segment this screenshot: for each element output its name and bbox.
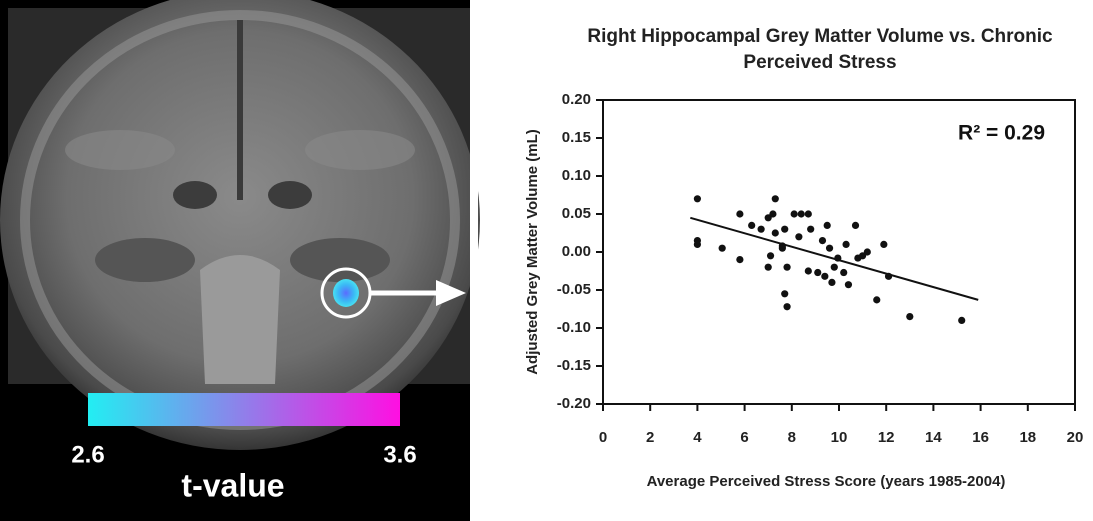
x-tick-label: 20 xyxy=(1067,429,1084,446)
x-tick-label: 4 xyxy=(693,429,702,446)
y-tick-label: -0.05 xyxy=(557,281,591,298)
data-point xyxy=(781,226,788,233)
data-point xyxy=(748,222,755,229)
data-point xyxy=(772,195,779,202)
colorbar-tick-label: 3.6 xyxy=(383,441,416,468)
data-point xyxy=(779,245,786,252)
data-point xyxy=(831,264,838,271)
data-point xyxy=(880,241,887,248)
colorbar-label: t-value xyxy=(181,467,284,503)
y-tick-label: -0.10 xyxy=(557,319,591,336)
x-tick-label: 10 xyxy=(831,429,848,446)
x-tick-label: 12 xyxy=(878,429,895,446)
y-tick-label: 0.20 xyxy=(562,91,591,108)
plot-frame xyxy=(603,100,1075,404)
data-point xyxy=(694,195,701,202)
figure: t-value Adjusted Grey Matter Volume (mL)… xyxy=(0,0,1093,521)
x-tick-label: 0 xyxy=(599,429,607,446)
colorbar xyxy=(88,393,400,426)
y-tick-label: 0.10 xyxy=(562,167,591,184)
data-point xyxy=(852,222,859,229)
data-point xyxy=(795,233,802,240)
data-point xyxy=(842,241,849,248)
data-point xyxy=(694,241,701,248)
x-tick-label: 16 xyxy=(972,429,989,446)
data-point xyxy=(906,313,913,320)
data-point xyxy=(758,226,765,233)
data-point xyxy=(819,237,826,244)
colorbar-tick-label: 2.6 xyxy=(71,441,104,468)
data-point xyxy=(873,296,880,303)
data-point xyxy=(783,303,790,310)
y-tick-label: 0.15 xyxy=(562,129,591,146)
data-point xyxy=(769,210,776,217)
data-point xyxy=(798,210,805,217)
x-tick-label: 14 xyxy=(925,429,942,446)
r-squared: R² = 0.29 xyxy=(958,122,1045,145)
data-point xyxy=(772,229,779,236)
fit-line xyxy=(690,218,978,300)
y-tick-label: -0.15 xyxy=(557,357,591,374)
page: {"chart_data": [ {"type": "scatter", "ti… xyxy=(0,0,1093,521)
data-point xyxy=(828,279,835,286)
x-tick-label: 2 xyxy=(646,429,654,446)
y-tick-label: -0.20 xyxy=(557,395,591,412)
data-point xyxy=(814,269,821,276)
data-point xyxy=(885,273,892,280)
y-tick-label: 0.05 xyxy=(562,205,591,222)
x-tick-label: 6 xyxy=(740,429,748,446)
data-point xyxy=(805,210,812,217)
data-point xyxy=(736,256,743,263)
data-point xyxy=(781,290,788,297)
data-point xyxy=(821,273,828,280)
data-point xyxy=(783,264,790,271)
data-point xyxy=(791,210,798,217)
data-point xyxy=(958,317,965,324)
data-point xyxy=(824,222,831,229)
data-point xyxy=(719,245,726,252)
data-point xyxy=(807,226,814,233)
data-point xyxy=(765,264,772,271)
data-point xyxy=(864,248,871,255)
data-point xyxy=(805,267,812,274)
data-point xyxy=(834,254,841,261)
y-axis-label: Adjusted Grey Matter Volume (mL) xyxy=(524,129,541,375)
x-tick-label: 8 xyxy=(788,429,796,446)
data-point xyxy=(845,281,852,288)
chart-title: Right Hippocampal Grey Matter Volume vs.… xyxy=(560,24,1080,76)
data-point xyxy=(840,269,847,276)
data-point xyxy=(767,252,774,259)
data-point xyxy=(736,210,743,217)
x-axis-label: Average Perceived Stress Score (years 19… xyxy=(647,473,1006,490)
y-tick-label: 0.00 xyxy=(562,243,591,260)
data-point xyxy=(826,245,833,252)
x-tick-label: 18 xyxy=(1019,429,1036,446)
